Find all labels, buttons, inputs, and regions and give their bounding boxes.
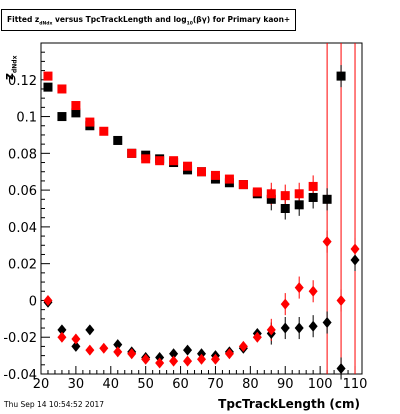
data-point-diamond — [57, 331, 67, 343]
data-point-square — [57, 84, 67, 94]
data-point-square — [155, 156, 165, 166]
data-point-diamond — [308, 285, 318, 297]
data-point-diamond — [308, 320, 318, 332]
data-point-diamond — [280, 298, 290, 310]
x-tick-label: 40 — [103, 377, 120, 392]
y-tick-label: 0.04 — [8, 221, 37, 236]
x-tick-label: 50 — [137, 377, 154, 392]
y-axis-label: zdNdx — [2, 55, 19, 80]
data-point-square — [308, 192, 318, 202]
y-tick-label: 0.08 — [8, 147, 37, 162]
data-point-diamond — [57, 324, 67, 336]
data-point-diamond — [155, 351, 165, 363]
data-point-diamond — [238, 340, 248, 352]
data-point-diamond — [280, 322, 290, 334]
data-point-square — [43, 82, 53, 92]
data-point-square — [57, 112, 67, 122]
data-point-diamond — [155, 357, 165, 369]
x-tick-label: 30 — [68, 377, 85, 392]
data-point-diamond — [294, 322, 304, 334]
y-tick-label: -0.04 — [3, 368, 37, 383]
chart-title: Fitted zdNdx versus TpcTrackLength and l… — [1, 9, 297, 31]
data-point-diamond — [336, 294, 346, 306]
data-point-diamond — [252, 331, 262, 343]
data-point-diamond — [113, 339, 123, 351]
data-point-diamond — [210, 353, 220, 365]
data-point-diamond — [350, 243, 360, 255]
data-point-diamond — [113, 346, 123, 358]
data-point-diamond — [71, 333, 81, 345]
data-point-diamond — [224, 348, 234, 360]
data-point-square — [99, 126, 109, 136]
data-point-square — [322, 194, 332, 204]
data-point-square — [294, 200, 304, 210]
y-tick-label: -0.02 — [3, 331, 37, 346]
data-point-square — [210, 170, 220, 180]
y-tick-label: 0 — [29, 294, 37, 309]
x-tick-label: 90 — [277, 377, 294, 392]
x-tick-label: 20 — [33, 377, 50, 392]
y-tick-label: 0.1 — [16, 111, 37, 126]
x-tick-label: 100 — [308, 377, 333, 392]
data-point-diamond — [127, 348, 137, 360]
data-point-square — [280, 204, 290, 213]
y-tick-label: 0.12 — [8, 74, 37, 89]
data-point-diamond — [197, 348, 206, 360]
y-tick-label: 0.06 — [8, 184, 37, 199]
data-point-diamond — [169, 355, 179, 367]
data-point-diamond — [85, 344, 95, 356]
data-point-diamond — [294, 282, 304, 294]
data-point-square — [43, 71, 53, 81]
data-point-square — [266, 194, 276, 204]
data-point-square — [183, 161, 193, 171]
x-tick-label: 60 — [172, 377, 189, 392]
data-point-diamond — [322, 317, 332, 329]
data-point-square — [252, 187, 262, 197]
data-point-diamond — [71, 340, 81, 352]
data-point-square — [141, 154, 151, 164]
x-axis-label: TpcTrackLength (cm) — [218, 397, 360, 411]
x-tick-label: 110 — [343, 377, 368, 392]
data-point-square — [224, 174, 234, 184]
data-point-square — [280, 191, 290, 201]
data-point-diamond — [350, 254, 360, 266]
data-point-square — [197, 167, 206, 177]
data-point-square — [71, 108, 81, 118]
data-point-square — [85, 117, 95, 127]
data-point-diamond — [322, 236, 332, 248]
data-point-diamond — [183, 344, 193, 356]
data-point-square — [127, 148, 137, 158]
x-tick-label: 70 — [207, 377, 224, 392]
data-point-square — [113, 135, 123, 145]
y-tick-label: 0.02 — [8, 258, 37, 273]
data-point-square — [308, 181, 318, 191]
data-point-diamond — [169, 348, 179, 360]
data-point-diamond — [266, 324, 276, 336]
timestamp: Thu Sep 14 10:54:52 2017 — [4, 400, 105, 409]
data-point-diamond — [43, 294, 53, 306]
x-tick-label: 80 — [242, 377, 259, 392]
data-point-diamond — [85, 324, 95, 336]
data-point-diamond — [141, 353, 151, 365]
data-point-diamond — [99, 342, 109, 354]
data-point-square — [71, 101, 81, 111]
data-point-square — [169, 156, 179, 166]
data-point-square — [336, 71, 346, 81]
data-point-diamond — [183, 355, 193, 367]
data-point-square — [294, 189, 304, 199]
data-point-square — [238, 180, 248, 190]
data-point-diamond — [336, 362, 346, 374]
data-point-square — [266, 189, 276, 199]
data-point-diamond — [197, 353, 206, 365]
